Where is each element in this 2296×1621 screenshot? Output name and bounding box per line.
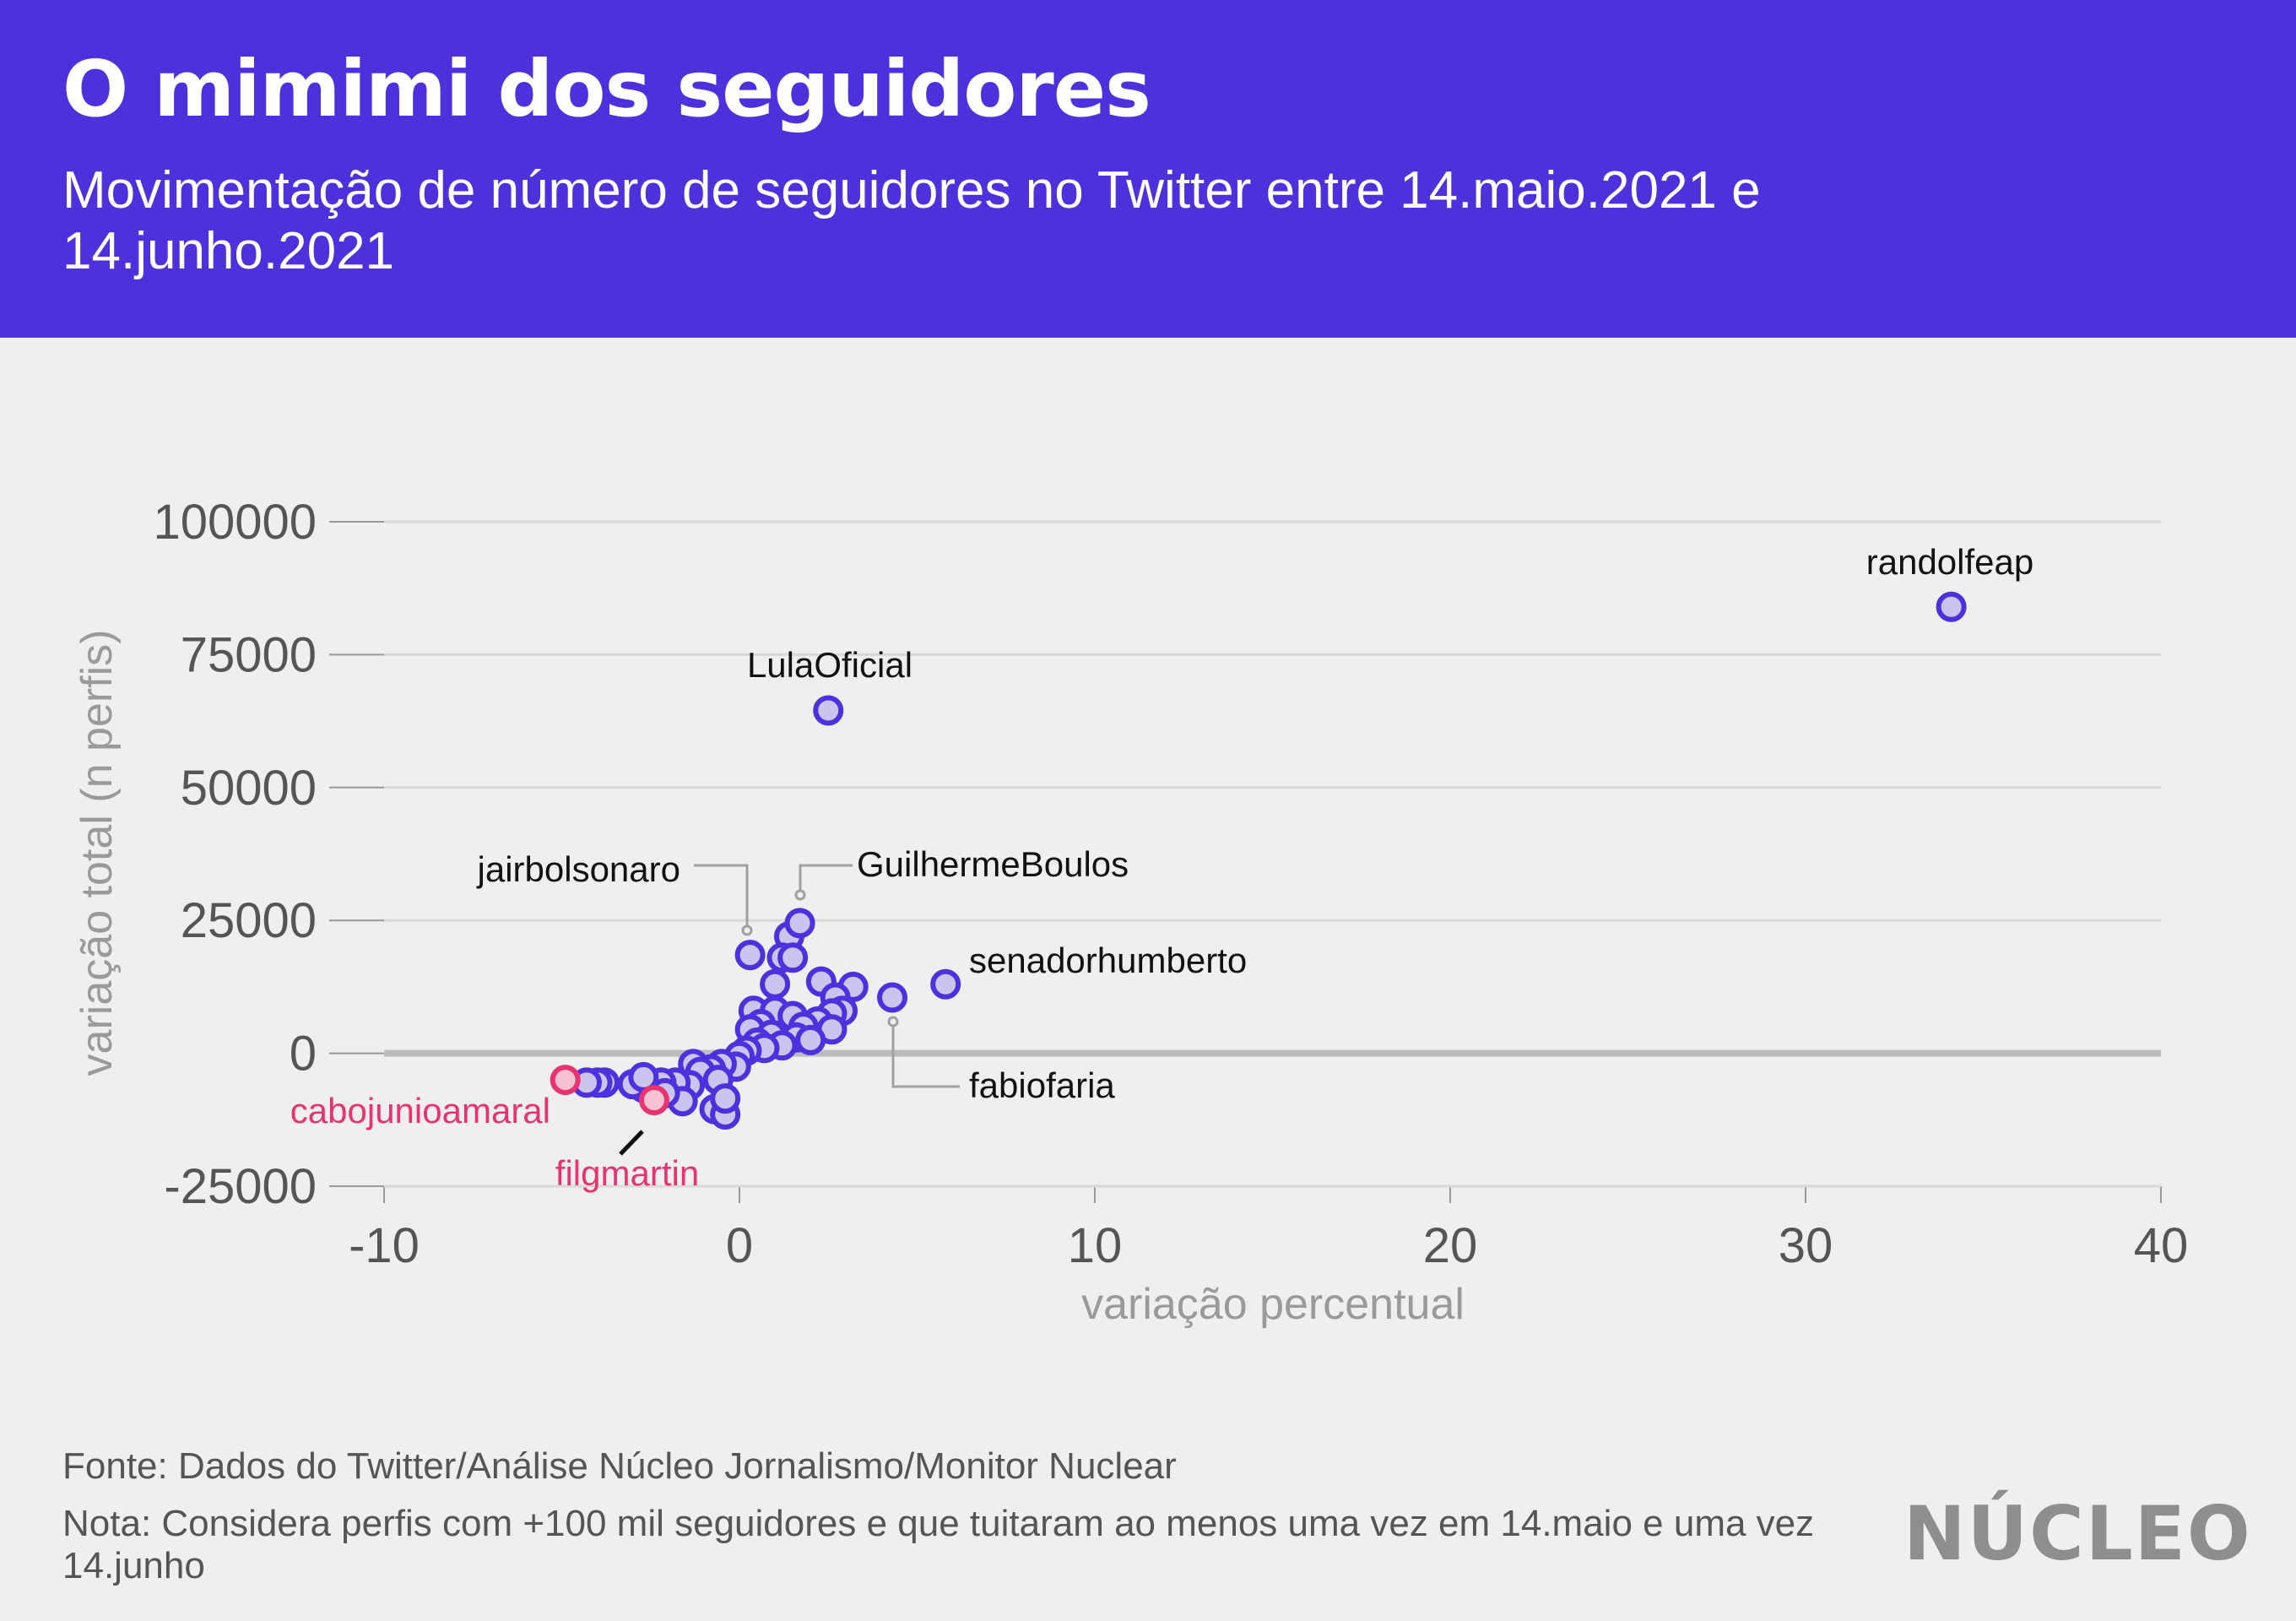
scatter-chart: -25000 0 25000 50000 75000 100000 -10 0 10 20 30 40… xyxy=(73,495,2189,1329)
data-point xyxy=(760,968,791,1000)
x-tick-label: 20 xyxy=(1423,1218,1478,1273)
x-tick-label: 40 xyxy=(2134,1218,2189,1273)
x-tick-label: -10 xyxy=(349,1218,420,1273)
data-point xyxy=(877,982,908,1013)
data-point xyxy=(777,942,809,973)
y-tick-label: 0 xyxy=(290,1027,317,1082)
y-tick-label: 50000 xyxy=(181,761,317,816)
y-tick-label: -25000 xyxy=(164,1159,317,1214)
label-filgmartin: filgmartin xyxy=(555,1153,699,1193)
label-lulaoficial: LulaOficial xyxy=(747,645,912,685)
y-axis-title: variação total (n perfis) xyxy=(73,630,122,1076)
data-point xyxy=(930,968,961,1000)
chart-title: O mimimi dos seguidores xyxy=(62,44,1151,134)
label-cabojunioamaral: cabojunioamaral xyxy=(290,1091,550,1130)
connector-jairbolsonaro xyxy=(694,864,749,927)
label-senadorhumberto: senadorhumberto xyxy=(969,941,1247,980)
data-point xyxy=(813,695,844,726)
label-fabiofaria: fabiofaria xyxy=(969,1065,1115,1105)
connector-dot xyxy=(887,1016,899,1027)
footnote: Nota: Considera perfis com +100 mil segu… xyxy=(62,1503,1815,1586)
y-tick-label: 100000 xyxy=(153,495,317,550)
connector-guilhermeboulos xyxy=(799,864,853,891)
label-randolfeap: randolfeap xyxy=(1866,542,2034,582)
data-point xyxy=(710,1083,741,1114)
data-point xyxy=(1936,591,1967,622)
y-tick-label: 75000 xyxy=(181,627,317,682)
x-axis-title: variação percentual xyxy=(1081,1280,1465,1329)
data-point xyxy=(550,1065,581,1096)
source-note: Fonte: Dados do Twitter/Análise Núcleo J… xyxy=(62,1445,1177,1487)
data-point xyxy=(795,1024,826,1055)
chart-subtitle: Movimentação de número de seguidores no … xyxy=(62,161,1761,280)
data-point xyxy=(638,1085,669,1116)
data-point xyxy=(784,908,815,939)
x-tick-label: 0 xyxy=(726,1218,753,1273)
x-tick-label: 10 xyxy=(1068,1218,1123,1273)
label-jairbolsonaro: jairbolsonaro xyxy=(476,849,680,889)
x-tick-label: 30 xyxy=(1779,1218,1833,1273)
label-guilhermeboulos: GuilhermeBoulos xyxy=(857,844,1129,884)
connector-dot xyxy=(741,924,753,936)
connector-fabiofaria xyxy=(891,1023,960,1088)
nucleo-logo: NÚCLEO xyxy=(1903,1490,2252,1577)
connector-dot xyxy=(794,889,806,901)
connector-filgmartin xyxy=(619,1130,644,1156)
data-point xyxy=(734,940,766,971)
y-tick-label: 25000 xyxy=(181,893,317,948)
header: O mimimi dos seguidores Movimentação de … xyxy=(0,0,2296,338)
